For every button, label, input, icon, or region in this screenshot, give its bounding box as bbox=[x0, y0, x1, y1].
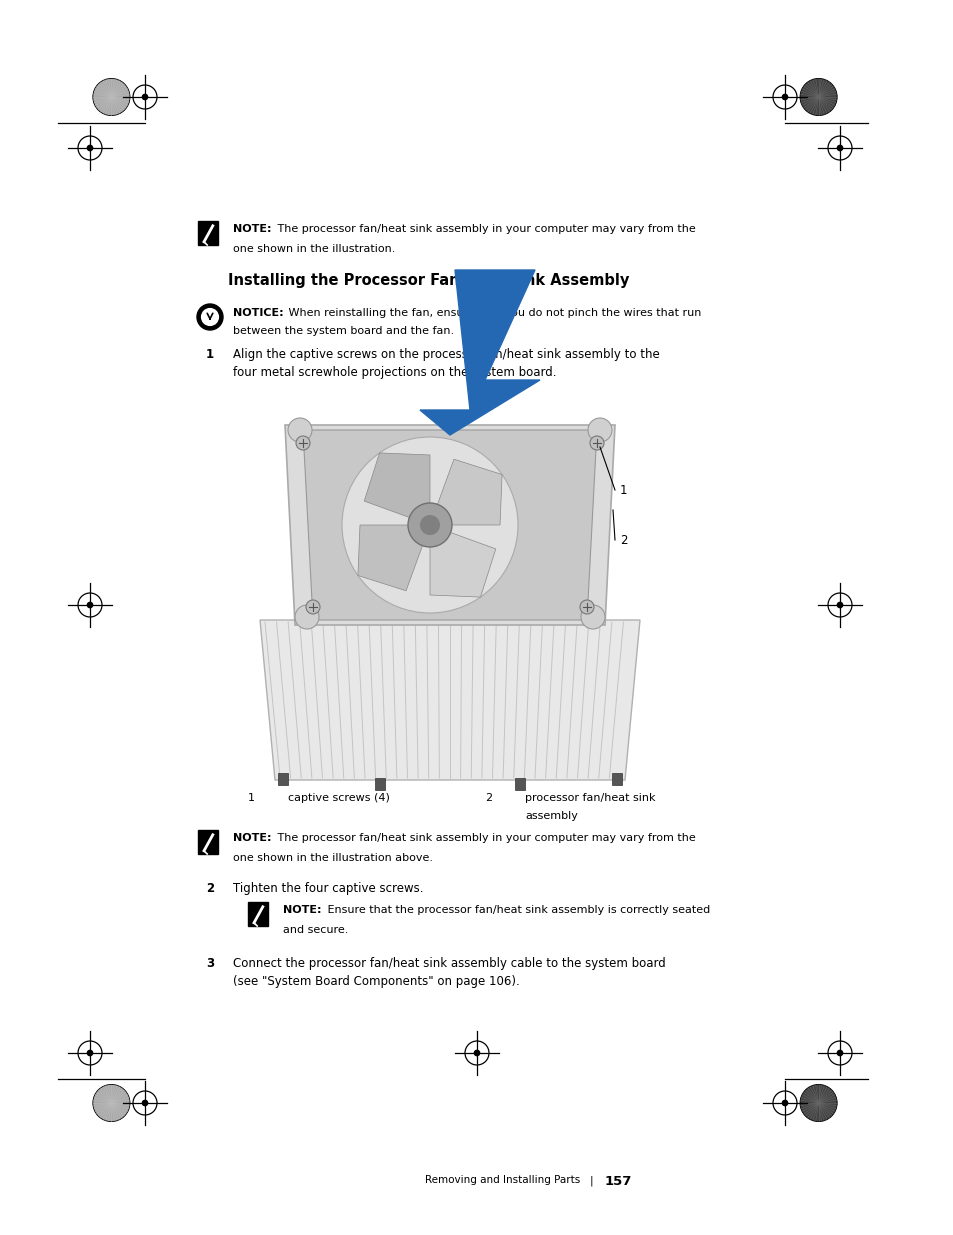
Polygon shape bbox=[430, 459, 501, 525]
Polygon shape bbox=[430, 525, 496, 597]
Text: 3: 3 bbox=[206, 957, 213, 969]
Circle shape bbox=[288, 417, 312, 442]
Circle shape bbox=[800, 78, 837, 116]
Text: Ensure that the processor fan/heat sink assembly is correctly seated: Ensure that the processor fan/heat sink … bbox=[324, 905, 709, 915]
Circle shape bbox=[800, 1084, 837, 1121]
Circle shape bbox=[87, 1050, 93, 1056]
Polygon shape bbox=[303, 430, 597, 620]
Circle shape bbox=[580, 605, 604, 629]
Text: Installing the Processor Fan/Heat Sink Assembly: Installing the Processor Fan/Heat Sink A… bbox=[228, 273, 629, 288]
Circle shape bbox=[92, 1084, 130, 1121]
Text: Tighten the four captive screws.: Tighten the four captive screws. bbox=[233, 882, 423, 895]
Circle shape bbox=[408, 503, 452, 547]
Text: 1: 1 bbox=[248, 793, 254, 803]
FancyBboxPatch shape bbox=[277, 773, 288, 785]
Text: NOTICE:: NOTICE: bbox=[233, 308, 283, 317]
Text: 1: 1 bbox=[619, 484, 627, 496]
Text: and secure.: and secure. bbox=[283, 925, 348, 935]
FancyBboxPatch shape bbox=[375, 778, 385, 790]
Circle shape bbox=[141, 94, 149, 100]
Circle shape bbox=[836, 601, 842, 609]
Polygon shape bbox=[419, 270, 539, 435]
Circle shape bbox=[87, 144, 93, 152]
Text: Connect the processor fan/heat sink assembly cable to the system board: Connect the processor fan/heat sink asse… bbox=[233, 957, 665, 969]
Circle shape bbox=[589, 436, 603, 450]
Text: 2: 2 bbox=[484, 793, 492, 803]
Circle shape bbox=[294, 605, 318, 629]
Polygon shape bbox=[357, 525, 430, 590]
FancyBboxPatch shape bbox=[612, 773, 621, 785]
Text: one shown in the illustration above.: one shown in the illustration above. bbox=[233, 853, 433, 863]
Circle shape bbox=[87, 601, 93, 609]
Polygon shape bbox=[285, 425, 615, 625]
Text: |: | bbox=[589, 1174, 593, 1186]
Text: four metal screwhole projections on the system board.: four metal screwhole projections on the … bbox=[233, 366, 556, 379]
Text: NOTE:: NOTE: bbox=[233, 832, 272, 844]
Circle shape bbox=[196, 304, 223, 330]
Text: one shown in the illustration.: one shown in the illustration. bbox=[233, 245, 395, 254]
Text: NOTE:: NOTE: bbox=[283, 905, 321, 915]
Text: processor fan/heat sink: processor fan/heat sink bbox=[524, 793, 655, 803]
Text: 1: 1 bbox=[206, 348, 213, 361]
Circle shape bbox=[473, 1050, 480, 1056]
Text: 2: 2 bbox=[206, 882, 213, 895]
Circle shape bbox=[419, 515, 439, 535]
Circle shape bbox=[587, 417, 612, 442]
Circle shape bbox=[579, 600, 594, 614]
Text: Align the captive screws on the processor fan/heat sink assembly to the: Align the captive screws on the processo… bbox=[233, 348, 659, 361]
Text: Removing and Installing Parts: Removing and Installing Parts bbox=[424, 1174, 579, 1186]
Text: between the system board and the fan.: between the system board and the fan. bbox=[233, 326, 454, 336]
Circle shape bbox=[781, 1099, 787, 1107]
Text: NOTE:: NOTE: bbox=[233, 224, 272, 233]
Circle shape bbox=[306, 600, 319, 614]
Text: captive screws (4): captive screws (4) bbox=[288, 793, 390, 803]
Circle shape bbox=[295, 436, 310, 450]
Polygon shape bbox=[364, 453, 430, 525]
Circle shape bbox=[341, 437, 517, 613]
Circle shape bbox=[836, 144, 842, 152]
Text: 2: 2 bbox=[619, 534, 627, 547]
FancyBboxPatch shape bbox=[515, 778, 524, 790]
FancyBboxPatch shape bbox=[248, 902, 268, 926]
FancyBboxPatch shape bbox=[198, 221, 217, 245]
Circle shape bbox=[836, 1050, 842, 1056]
FancyBboxPatch shape bbox=[198, 830, 217, 853]
Circle shape bbox=[781, 94, 787, 100]
Text: The processor fan/heat sink assembly in your computer may vary from the: The processor fan/heat sink assembly in … bbox=[274, 224, 695, 233]
Text: 157: 157 bbox=[604, 1174, 632, 1188]
Text: The processor fan/heat sink assembly in your computer may vary from the: The processor fan/heat sink assembly in … bbox=[274, 832, 695, 844]
Polygon shape bbox=[260, 620, 639, 781]
Text: (see "System Board Components" on page 106).: (see "System Board Components" on page 1… bbox=[233, 974, 519, 988]
Text: assembly: assembly bbox=[524, 811, 578, 821]
Circle shape bbox=[92, 78, 130, 116]
Circle shape bbox=[141, 1099, 149, 1107]
Text: When reinstalling the fan, ensure that you do not pinch the wires that run: When reinstalling the fan, ensure that y… bbox=[285, 308, 700, 317]
Circle shape bbox=[201, 308, 219, 326]
